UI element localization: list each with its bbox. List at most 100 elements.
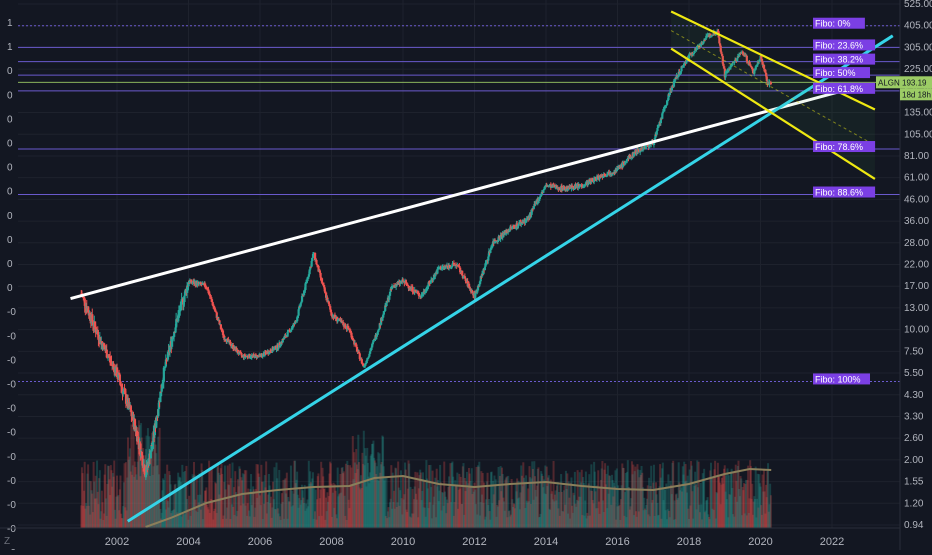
volume-bar — [116, 496, 119, 528]
volume-bar — [365, 486, 368, 528]
volume-bar — [482, 502, 485, 528]
volume-bar — [637, 511, 640, 528]
volume-bar — [524, 507, 527, 528]
candle-body — [355, 344, 358, 348]
volume-bar — [479, 502, 482, 528]
candle-body — [739, 53, 742, 55]
volume-bar — [638, 477, 641, 528]
volume-bar — [475, 466, 478, 528]
candle-body — [760, 59, 764, 62]
candle-body — [124, 394, 128, 404]
candle-body — [458, 266, 461, 268]
candle-body — [628, 156, 632, 158]
volume-bar — [159, 509, 162, 528]
volume-bar — [525, 475, 528, 528]
candle-body — [182, 298, 185, 305]
volume-bar — [158, 427, 161, 528]
volume-bar — [104, 464, 107, 528]
volume-bar — [251, 491, 254, 528]
candle-body — [612, 172, 615, 174]
candle-body — [751, 68, 755, 74]
x-tick-label: 2004 — [176, 536, 200, 548]
volume-bar — [212, 511, 215, 528]
volume-bar — [245, 515, 248, 528]
candle-body — [402, 279, 405, 282]
volume-bar — [192, 476, 195, 528]
volume-bar — [692, 483, 695, 528]
volume-bar — [178, 476, 181, 528]
volume-bar — [627, 487, 630, 528]
volume-bar — [563, 485, 566, 528]
candle-body — [556, 185, 559, 189]
left-tick-label: -0 — [7, 404, 16, 415]
volume-bar — [284, 478, 287, 528]
candle-body — [745, 55, 748, 62]
candle-body — [637, 150, 641, 152]
volume-bar — [169, 484, 172, 528]
volume-bar — [582, 477, 585, 528]
volume-bar — [487, 499, 490, 528]
candle-body — [141, 455, 144, 466]
candle-body — [209, 296, 212, 298]
volume-bar — [216, 467, 219, 528]
candle-body — [149, 451, 152, 459]
candle-body — [187, 282, 190, 287]
left-tick-label: -0 — [7, 476, 16, 487]
volume-bar — [135, 474, 138, 528]
volume-bar — [288, 501, 291, 528]
volume-bar — [490, 472, 492, 528]
volume-bar — [427, 508, 430, 528]
volume-bar — [325, 497, 327, 528]
volume-bar — [546, 486, 549, 528]
candle-body — [622, 161, 625, 167]
left-tick-label: 0 — [7, 90, 13, 101]
volume-bar — [573, 495, 576, 528]
left-tick-label: 0 — [7, 187, 13, 198]
volume-bar — [579, 496, 582, 528]
candle-body — [308, 269, 311, 275]
volume-bar — [652, 464, 655, 528]
volume-bar — [354, 473, 357, 528]
candle-body — [130, 411, 133, 417]
candle-body — [514, 228, 517, 230]
volume-bar — [94, 475, 97, 528]
volume-bar — [592, 503, 595, 528]
volume-bar — [292, 493, 295, 528]
volume-bar — [270, 517, 273, 528]
candle-body — [228, 340, 231, 342]
candle-body — [730, 63, 733, 67]
volume-bar — [294, 483, 297, 528]
volume-bar — [325, 511, 328, 528]
candle-body — [712, 34, 715, 36]
candle-body — [428, 282, 431, 284]
volume-bar — [738, 496, 741, 528]
candle-body — [307, 274, 311, 277]
candle-body — [213, 308, 216, 311]
volume-bar — [660, 518, 663, 528]
candle-body — [602, 174, 605, 178]
volume-bar — [422, 507, 425, 528]
volume-bar — [560, 474, 563, 528]
volume-bar — [385, 477, 388, 528]
candle-body — [172, 336, 175, 338]
candle-body — [710, 34, 713, 37]
volume-bar — [729, 473, 732, 528]
volume-bar — [593, 461, 596, 528]
candle-body — [476, 290, 479, 293]
volume-bar — [168, 471, 171, 528]
volume-bar — [129, 471, 132, 528]
volume-bar — [402, 499, 405, 528]
volume-bar — [465, 481, 468, 528]
volume-bar — [268, 485, 271, 528]
volume-bar — [114, 518, 117, 528]
volume-bar — [643, 497, 646, 528]
volume-bar — [655, 494, 658, 528]
candle-body — [446, 265, 449, 267]
candle-body — [106, 357, 109, 359]
volume-bar — [747, 512, 750, 528]
volume-bar — [641, 487, 644, 528]
volume-bar — [386, 518, 389, 528]
volume-bar — [283, 518, 286, 528]
